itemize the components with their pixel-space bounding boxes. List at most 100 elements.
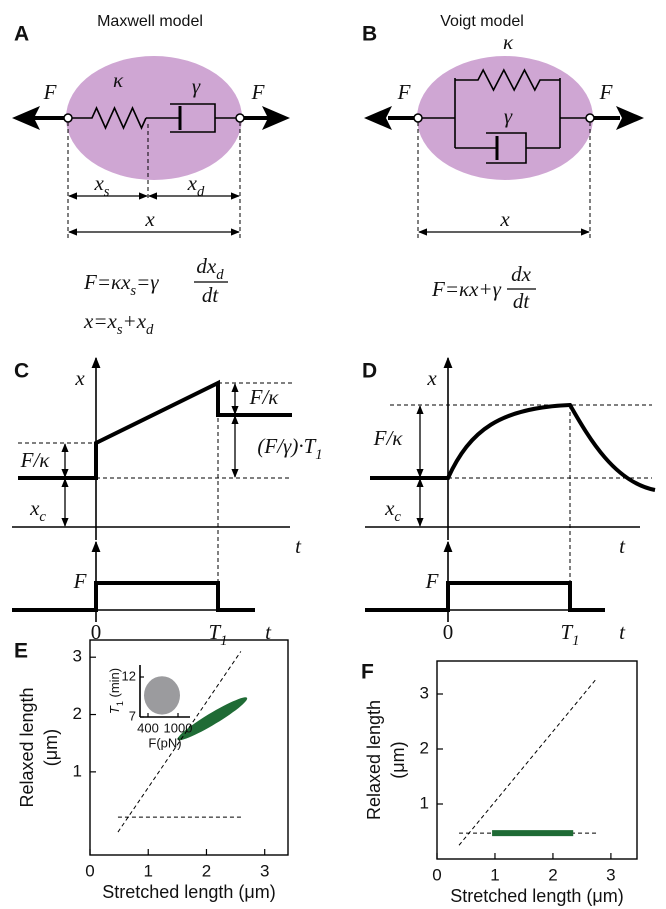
spring — [72, 106, 147, 130]
dashpot-label: γ — [192, 74, 201, 98]
text-part: x — [384, 496, 395, 520]
node — [413, 113, 423, 123]
text-part: (F/γ)·T — [257, 434, 316, 458]
equation: dx — [511, 262, 532, 286]
text-part: x=x — [83, 309, 117, 333]
data-region — [144, 676, 180, 715]
panel-letter: F — [361, 661, 374, 684]
spring — [455, 68, 560, 92]
node — [585, 113, 595, 123]
node — [235, 113, 245, 123]
subscript: d — [216, 267, 224, 283]
x-tick-label: 1000 — [164, 720, 193, 735]
subscript: 1 — [115, 701, 125, 706]
subscript: c — [39, 509, 46, 525]
text-part: x — [29, 496, 40, 520]
text-part: dx — [196, 254, 217, 278]
panel-c: C x t F/κ xc F/κ (F/γ)·T1 F 0 T1 t — [12, 356, 323, 650]
text-part: T — [208, 620, 221, 644]
equation: dxd — [196, 254, 224, 284]
x-axis-label: F(pN) — [148, 735, 181, 750]
subscript: 1 — [572, 633, 579, 649]
plot-frame — [89, 639, 289, 856]
force-arrow — [262, 106, 290, 130]
dimension-label: F/κ — [20, 448, 51, 472]
text-part: +x — [123, 309, 147, 333]
dimension-label: x — [144, 207, 155, 231]
axis-label: x — [74, 366, 85, 390]
panel-b: B Voigt model F F κ γ x F=κx+γ dx dt — [362, 13, 644, 313]
force-label: F — [397, 80, 411, 104]
panel-letter: C — [14, 360, 29, 383]
dimension-label: (F/γ)·T1 — [257, 434, 322, 464]
y-axis-label: Relaxed length — [17, 687, 37, 807]
y-axis-label: Relaxed length — [364, 700, 384, 820]
text-part: =γ — [136, 270, 159, 294]
chart: 0 1 2 3 1 2 3 F Relaxed length (μm) Stretched leng… — [361, 660, 638, 906]
axis-label: t — [619, 534, 626, 558]
diagonal-line — [117, 651, 242, 833]
spring-label: κ — [113, 68, 124, 92]
x-tick-label: 0 — [85, 861, 94, 880]
dimension-label: x — [499, 207, 510, 231]
cell — [417, 56, 593, 180]
x-tick-label: 1 — [490, 865, 499, 884]
force-arrow — [364, 106, 392, 130]
subscript: d — [197, 184, 205, 200]
time-label: 0 — [443, 620, 454, 644]
force-arrow — [616, 106, 644, 130]
time-label: 0 — [91, 620, 102, 644]
force-step — [12, 581, 255, 612]
text-part: F=κx — [83, 270, 131, 294]
force-label: F — [251, 80, 265, 104]
panel-a: A Maxwell model F F κ γ xs xd x F=κxs=γ … — [12, 13, 290, 338]
x-axis-label: Stretched length (μm) — [450, 886, 623, 906]
panel-letter: B — [362, 23, 377, 46]
node — [63, 113, 73, 123]
equation: x=xs+xd — [83, 309, 154, 339]
dimension-label: xd — [187, 171, 205, 201]
y-axis-label: T1 (min) — [107, 668, 125, 714]
subscript: c — [394, 509, 401, 525]
x-axis-label: Stretched length (μm) — [102, 882, 275, 902]
x-tick-label: 0 — [432, 865, 441, 884]
time-label: T1 — [208, 620, 227, 650]
subscript: s — [117, 322, 123, 338]
x-tick-label: 3 — [260, 861, 269, 880]
equation: dt — [202, 283, 220, 307]
equation: F=κxs=γ — [83, 270, 159, 300]
response-curve — [18, 379, 292, 480]
panel-title: Maxwell model — [97, 13, 203, 30]
text-part: T — [560, 620, 573, 644]
panel-d: D x t F/κ xc F 0 T1 t — [362, 356, 656, 650]
y-tick-label: 7 — [129, 708, 136, 723]
text-part: x — [93, 171, 104, 195]
panel-letter: D — [362, 360, 377, 383]
text-part: T — [107, 705, 122, 714]
axis-label: t — [265, 620, 272, 644]
equation: dt — [513, 289, 531, 313]
subscript: s — [130, 283, 136, 299]
y-axis-label: (μm) — [388, 741, 408, 778]
dimension-label: xc — [29, 496, 46, 526]
dimension-label: F/κ — [249, 385, 280, 409]
y-tick-label: 2 — [73, 704, 82, 723]
spring-label: κ — [503, 30, 514, 54]
axis-label: x — [426, 366, 437, 390]
text-part: x — [187, 171, 198, 195]
axis-label: F — [73, 569, 87, 593]
equation: F=κx+γ — [431, 277, 502, 301]
y-axis-label: (μm) — [41, 729, 61, 766]
time-label: T1 — [560, 620, 579, 650]
axis-label: t — [295, 534, 302, 558]
axis-label: t — [619, 620, 626, 644]
subscript: s — [104, 184, 110, 200]
dimension-label: F/κ — [373, 426, 404, 450]
x-tick-label: 2 — [202, 861, 211, 880]
dimension-label: xc — [384, 496, 401, 526]
force-step — [365, 581, 605, 612]
axis-label: F — [425, 569, 439, 593]
x-tick-label: 2 — [548, 865, 557, 884]
